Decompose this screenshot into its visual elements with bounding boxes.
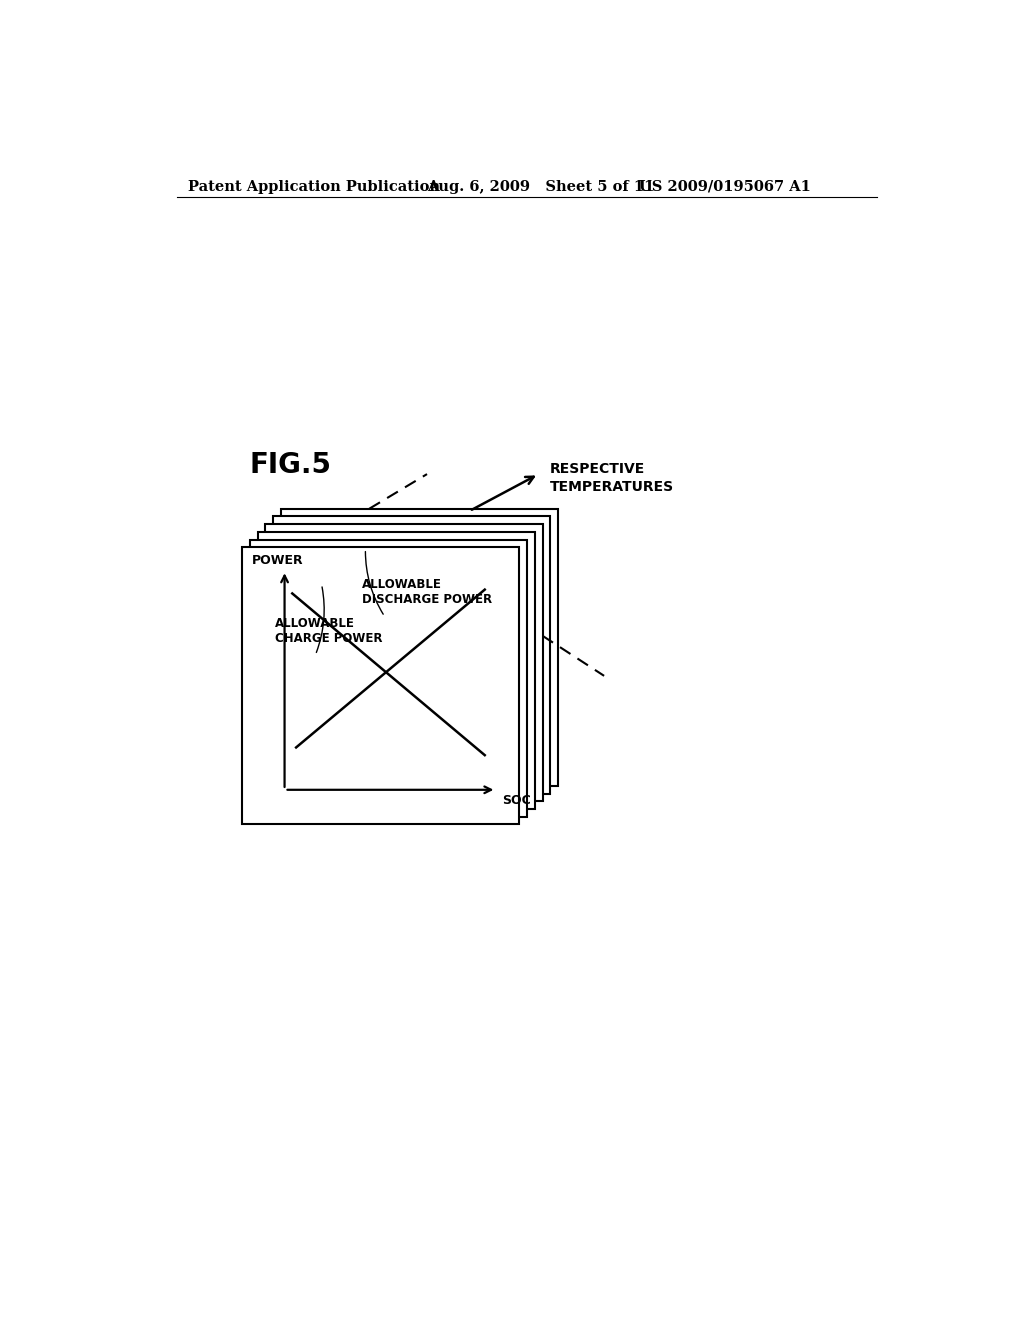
Text: Patent Application Publication: Patent Application Publication — [188, 180, 440, 194]
Text: ALLOWABLE
CHARGE POWER: ALLOWABLE CHARGE POWER — [275, 616, 383, 644]
Bar — [258, 532, 535, 809]
Bar — [265, 524, 543, 801]
Text: Aug. 6, 2009   Sheet 5 of 11: Aug. 6, 2009 Sheet 5 of 11 — [427, 180, 654, 194]
Text: US 2009/0195067 A1: US 2009/0195067 A1 — [639, 180, 811, 194]
Text: SOC: SOC — [503, 793, 531, 807]
Text: ALLOWABLE
DISCHARGE POWER: ALLOWABLE DISCHARGE POWER — [361, 578, 492, 606]
Bar — [273, 516, 550, 793]
Bar — [250, 540, 527, 817]
Text: RESPECTIVE
TEMPERATURES: RESPECTIVE TEMPERATURES — [550, 462, 675, 494]
Bar — [281, 508, 558, 785]
Text: FIG.5: FIG.5 — [250, 451, 332, 479]
Bar — [243, 548, 519, 825]
Text: POWER: POWER — [252, 553, 304, 566]
